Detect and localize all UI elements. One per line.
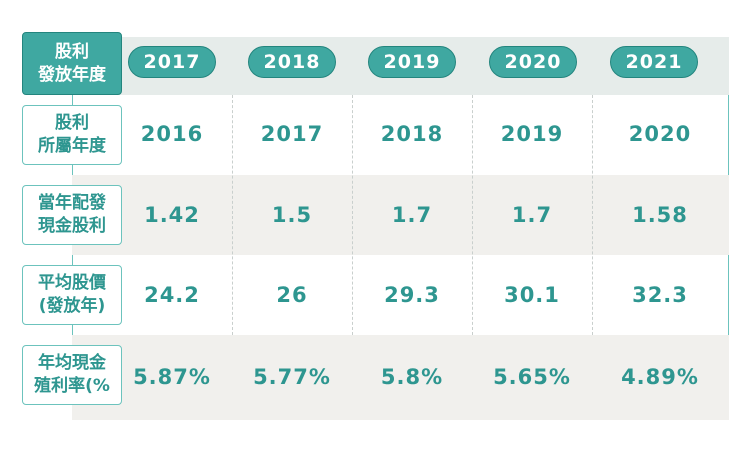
row-band-cash-dividend xyxy=(72,175,729,255)
table-cell: 30.1 xyxy=(504,283,560,307)
table-cell: 32.3 xyxy=(632,283,688,307)
year-pill-2019: 2019 xyxy=(368,46,456,78)
row-label-avg-price: 平均股價 (發放年) xyxy=(22,265,122,325)
year-pill-2017: 2017 xyxy=(128,46,216,78)
year-pill-2018: 2018 xyxy=(248,46,336,78)
table-cell: 2017 xyxy=(260,122,324,146)
table-cell: 1.7 xyxy=(511,203,553,227)
table-cell: 5.77% xyxy=(253,365,331,389)
table-cell: 2016 xyxy=(140,122,204,146)
table-cell: 1.5 xyxy=(271,203,313,227)
row-label-belong-year: 股利 所屬年度 xyxy=(22,105,122,165)
table-cell: 2019 xyxy=(500,122,564,146)
column-divider xyxy=(232,95,233,335)
column-divider xyxy=(472,95,473,335)
row-label-yield: 年均現金 殖利率(% xyxy=(22,345,122,405)
table-cell: 5.65% xyxy=(493,365,571,389)
table-cell: 2018 xyxy=(380,122,444,146)
table-cell: 1.7 xyxy=(391,203,433,227)
header-label-dividend-year: 股利 發放年度 xyxy=(22,32,122,95)
table-cell: 5.8% xyxy=(380,365,444,389)
table-cell: 29.3 xyxy=(384,283,440,307)
year-pill-2020: 2020 xyxy=(489,46,577,78)
table-cell: 24.2 xyxy=(144,283,200,307)
table-cell: 1.42 xyxy=(144,203,200,227)
row-band-yield xyxy=(72,335,729,420)
table-cell: 5.87% xyxy=(133,365,211,389)
table-cell: 2020 xyxy=(628,122,692,146)
column-divider xyxy=(592,95,593,335)
column-divider xyxy=(352,95,353,335)
table-cell: 26 xyxy=(276,283,308,307)
row-label-cash-dividend: 當年配發 現金股利 xyxy=(22,185,122,245)
year-pill-2021: 2021 xyxy=(610,46,698,78)
table-cell: 1.58 xyxy=(632,203,688,227)
table-cell: 4.89% xyxy=(621,365,699,389)
